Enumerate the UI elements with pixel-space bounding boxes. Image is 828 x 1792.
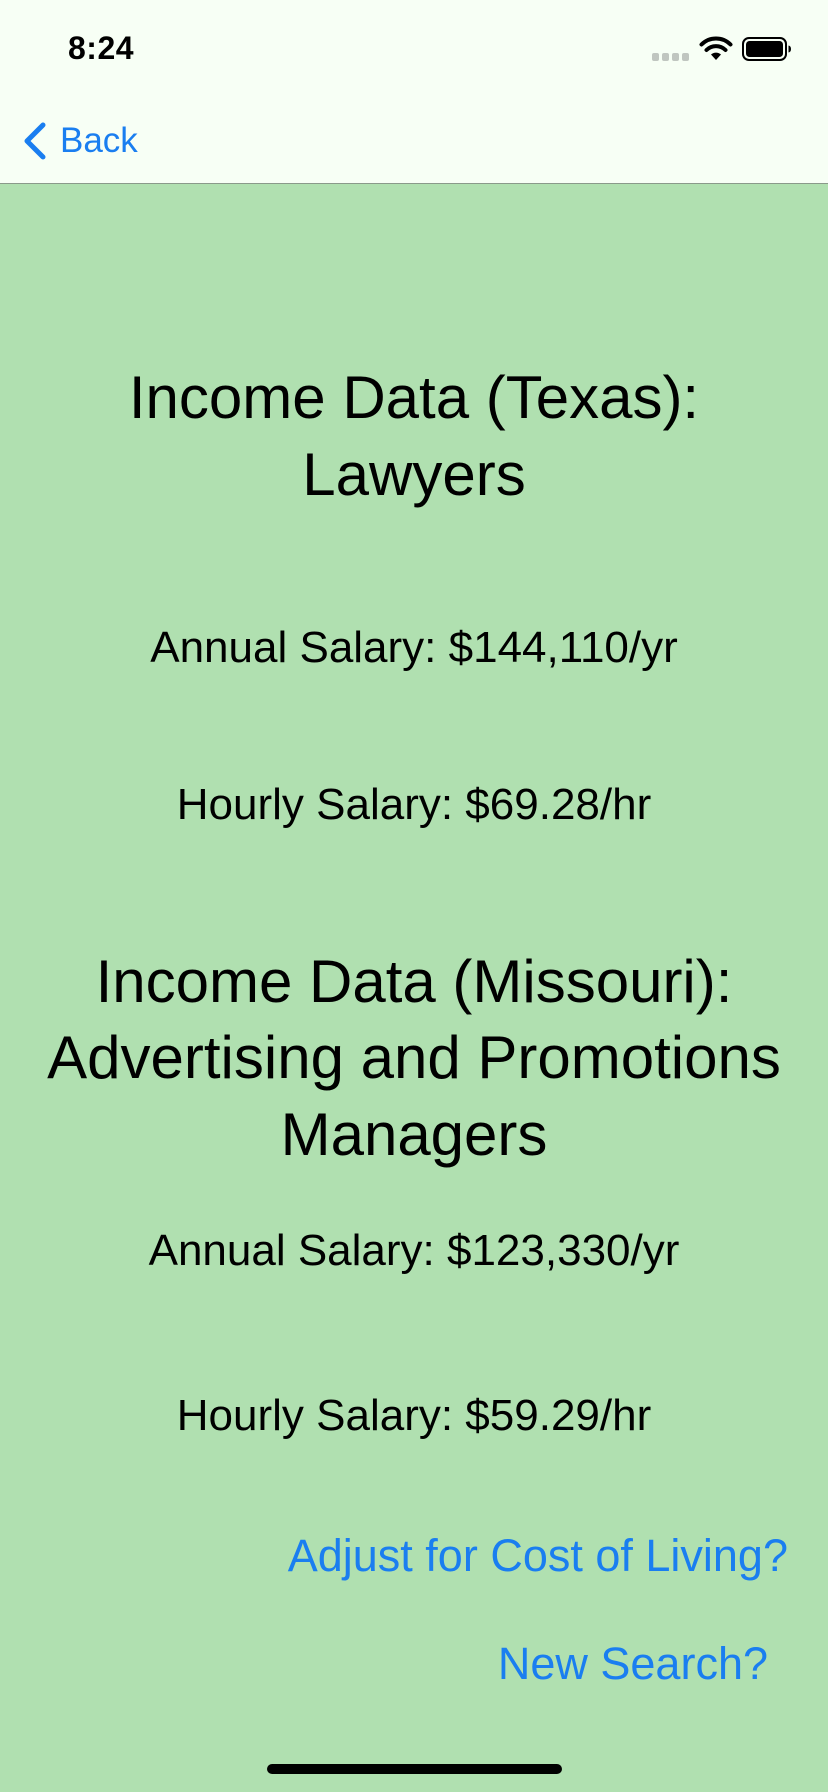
texas-hourly-salary: Hourly Salary: $69.28/hr: [176, 780, 652, 829]
texas-heading-line-2: Lawyers: [302, 441, 526, 508]
wifi-icon: [699, 36, 733, 60]
battery-icon: [742, 37, 791, 61]
missouri-heading-line-3: Managers: [280, 1101, 548, 1168]
home-indicator: [267, 1764, 562, 1774]
adjust-cost-of-living-button[interactable]: Adjust for Cost of Living?: [287, 1530, 788, 1581]
missouri-heading-line-1: Income Data (Missouri):: [95, 948, 733, 1015]
navigation-bar: Back: [0, 96, 828, 184]
back-label: Back: [60, 121, 138, 160]
chevron-left-icon: [24, 122, 46, 160]
missouri-heading-line-2: Advertising and Promotions: [47, 1024, 781, 1091]
status-time: 8:24: [68, 30, 135, 66]
back-button[interactable]: Back: [22, 118, 138, 164]
texas-annual-salary: Annual Salary: $144,110/yr: [150, 623, 678, 672]
missouri-hourly-salary: Hourly Salary: $59.29/hr: [176, 1391, 652, 1440]
cellular-signal-icon: [652, 53, 689, 61]
new-search-button[interactable]: New Search?: [497, 1638, 768, 1689]
status-bar: 8:24: [0, 0, 828, 96]
texas-heading-line-1: Income Data (Texas):: [128, 364, 700, 431]
missouri-annual-salary: Annual Salary: $123,330/yr: [148, 1226, 680, 1275]
